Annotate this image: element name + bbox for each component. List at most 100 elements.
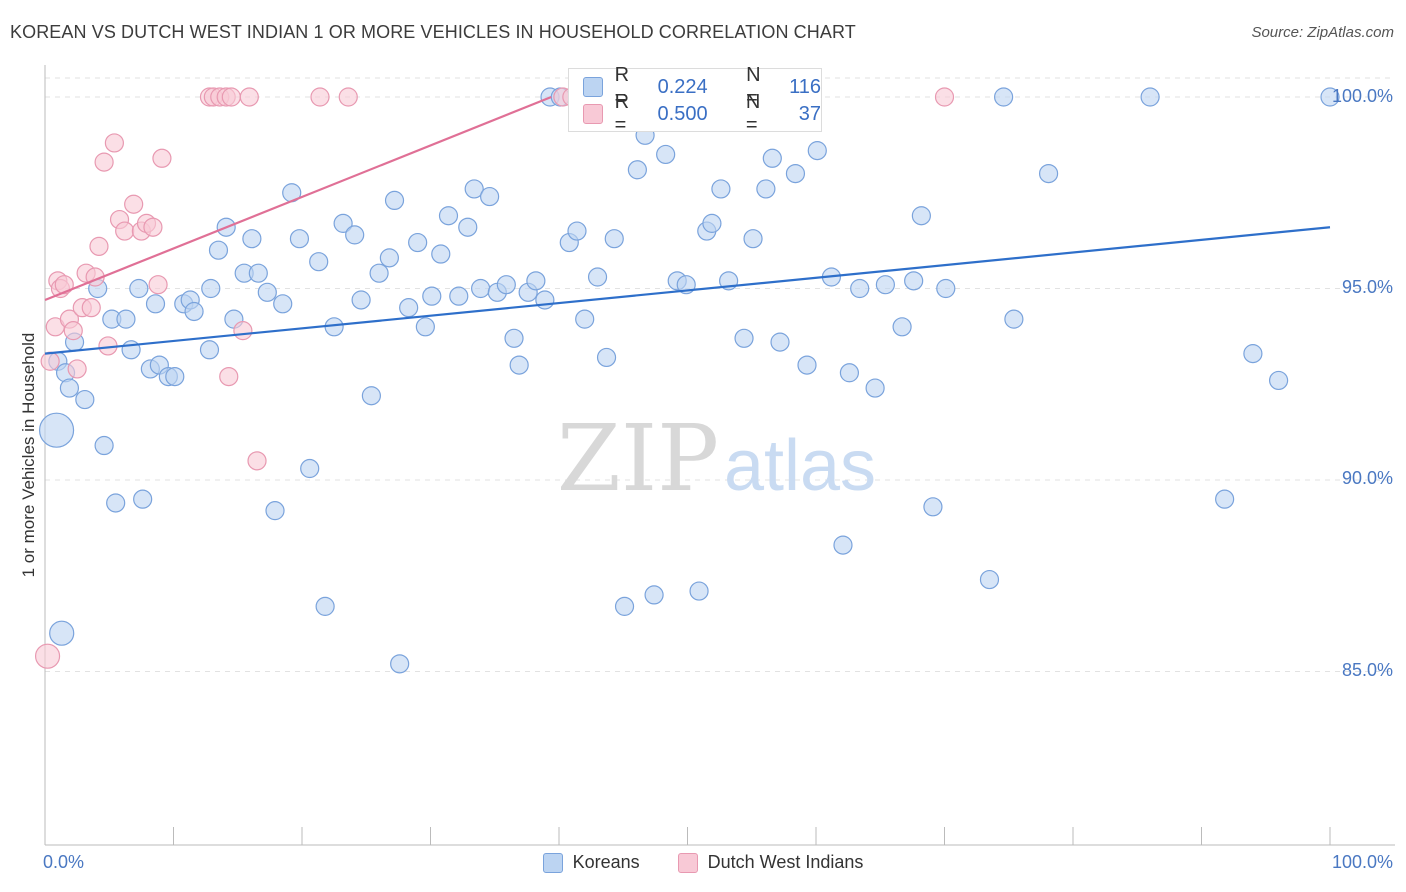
point-koreans [399, 298, 419, 318]
point-dutch-west-indians [54, 275, 74, 295]
point-koreans [875, 275, 895, 295]
point-koreans [408, 232, 428, 253]
y-tick-label-90: 90.0% [1341, 468, 1393, 488]
trendline-dutch-west-indians [44, 95, 552, 302]
point-koreans [431, 244, 451, 264]
legend-swatch-koreans [542, 852, 563, 873]
point-koreans [504, 328, 524, 348]
point-koreans [38, 412, 75, 448]
point-dutch-west-indians [247, 451, 267, 471]
koreans-n-value: 116 [789, 75, 821, 98]
point-koreans [480, 186, 500, 207]
point-koreans [702, 213, 722, 233]
point-dutch-west-indians [34, 643, 61, 669]
point-koreans [464, 179, 484, 199]
point-koreans [1140, 87, 1160, 107]
point-koreans [208, 240, 229, 260]
point-koreans [415, 317, 435, 337]
point-koreans [1243, 344, 1263, 364]
legend-item-koreans[interactable]: Koreans [542, 852, 640, 873]
point-dutch-west-indians [219, 366, 239, 387]
point-koreans [807, 141, 827, 161]
point-dutch-west-indians [143, 217, 163, 237]
point-koreans [242, 229, 262, 249]
y-tick-label-85: 85.0% [1341, 660, 1393, 680]
series-legend: Koreans Dutch West Indians [0, 852, 1406, 873]
point-koreans [496, 275, 516, 295]
point-koreans [850, 278, 870, 299]
dutch-west-indians-n-value: 37 [798, 102, 821, 125]
point-koreans [309, 252, 329, 272]
source-label: Source: ZipAtlas.com [1251, 24, 1394, 41]
point-koreans [509, 355, 529, 375]
point-koreans [201, 278, 221, 299]
point-koreans [762, 148, 782, 168]
point-koreans [458, 217, 478, 237]
chart-title: KOREAN VS DUTCH WEST INDIAN 1 OR MORE VE… [10, 22, 856, 42]
trendline-koreans [44, 226, 1331, 355]
point-koreans [129, 278, 149, 299]
point-koreans [535, 290, 555, 310]
point-dutch-west-indians [148, 275, 168, 295]
point-koreans [656, 144, 676, 165]
point-dutch-west-indians [115, 221, 135, 241]
legend-label-koreans: Koreans [572, 852, 640, 872]
point-koreans [604, 229, 624, 249]
point-koreans [770, 332, 790, 352]
koreans-swatch [583, 77, 603, 97]
point-koreans [422, 286, 442, 306]
point-koreans [471, 278, 491, 299]
point-koreans [526, 271, 546, 291]
point-koreans [361, 386, 381, 406]
stats-row-dutch-west-indians: R = 0.500 N = 37 [583, 91, 821, 136]
point-koreans [116, 309, 136, 329]
point-dutch-west-indians [310, 87, 330, 107]
point-koreans [75, 389, 95, 410]
point-koreans [265, 501, 285, 521]
stats-legend: R = 0.224 N = 116 R = 0.500 N = 37 [568, 64, 822, 136]
point-koreans [165, 366, 185, 387]
stats-row-koreans: R = 0.224 N = 116 [583, 64, 821, 109]
point-koreans [289, 229, 310, 249]
point-koreans [923, 497, 943, 517]
point-koreans [273, 294, 293, 314]
point-koreans [797, 355, 817, 375]
legend-swatch-dutch-west-indians [677, 852, 698, 873]
point-koreans [133, 489, 153, 509]
point-koreans [315, 596, 335, 616]
point-koreans [865, 378, 885, 398]
point-koreans [936, 278, 956, 299]
point-koreans [1320, 87, 1340, 107]
point-koreans [614, 596, 635, 616]
point-koreans [994, 87, 1014, 107]
point-koreans [333, 213, 353, 233]
point-koreans [756, 179, 776, 199]
point-dutch-west-indians [81, 298, 101, 318]
point-koreans [839, 363, 860, 383]
x-tick-label-max: 100.0% [1331, 852, 1393, 872]
point-koreans [567, 221, 587, 241]
point-dutch-west-indians [221, 87, 241, 107]
y-tick-label-100: 100.0% [1331, 86, 1393, 106]
x-tick-label-min: 0.0% [43, 852, 85, 872]
point-dutch-west-indians [94, 152, 114, 172]
point-koreans [345, 225, 365, 245]
point-koreans [734, 328, 754, 348]
legend-item-dutch-west-indians[interactable]: Dutch West Indians [677, 852, 863, 873]
point-koreans [379, 248, 399, 268]
point-dutch-west-indians [934, 87, 955, 107]
point-dutch-west-indians [152, 148, 172, 168]
point-koreans [1038, 164, 1059, 184]
point-koreans [743, 229, 763, 249]
point-dutch-west-indians [338, 87, 358, 107]
point-koreans [904, 271, 924, 291]
r-label: R = [614, 91, 630, 136]
point-koreans [911, 206, 931, 226]
point-dutch-west-indians [63, 321, 83, 341]
point-koreans [106, 493, 126, 513]
point-dutch-west-indians [104, 133, 124, 153]
point-koreans [711, 179, 731, 199]
point-koreans [145, 294, 166, 314]
point-dutch-west-indians [233, 321, 253, 341]
